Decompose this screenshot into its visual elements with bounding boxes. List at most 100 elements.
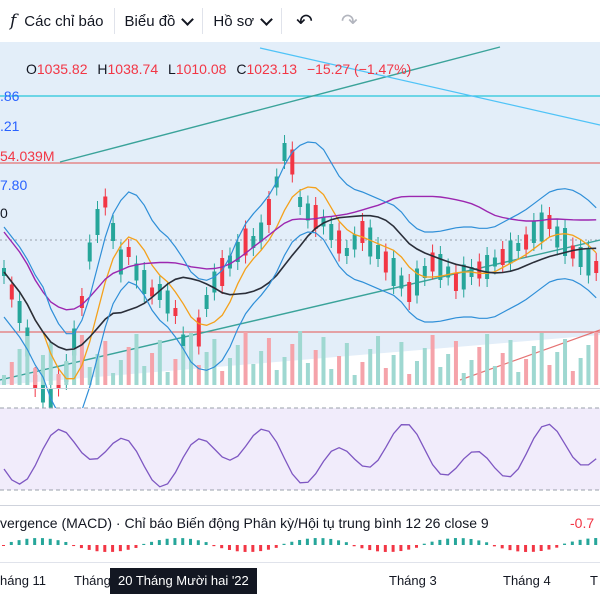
top-toolbar: f Các chỉ báo Biểu đồ Hồ sơ ↶ ↷ bbox=[0, 0, 600, 43]
time-axis[interactable]: háng 11 Tháng Tháng 3 Tháng 4 T 20 Tháng… bbox=[0, 562, 600, 601]
ma-line-purple bbox=[3, 195, 597, 311]
macd-histogram-bar bbox=[352, 545, 356, 547]
volume-bar bbox=[181, 346, 186, 385]
volume-bar bbox=[446, 354, 451, 385]
volume-bar bbox=[531, 346, 536, 385]
candle-body bbox=[235, 242, 240, 262]
volume-bar bbox=[259, 351, 264, 385]
candle-body bbox=[282, 143, 287, 161]
candle-body bbox=[321, 217, 326, 227]
volume-bar bbox=[461, 373, 466, 385]
macd-histogram-bar bbox=[196, 540, 200, 545]
candle-body bbox=[173, 308, 178, 316]
pane-separator[interactable] bbox=[0, 505, 600, 506]
time-label: háng 11 bbox=[0, 573, 47, 588]
macd-histogram-bar bbox=[547, 545, 551, 550]
candle-body bbox=[111, 223, 116, 241]
toolbar-divider bbox=[113, 8, 115, 34]
candle-body bbox=[87, 242, 92, 262]
volume-bar bbox=[266, 338, 271, 385]
macd-histogram-bar bbox=[95, 545, 99, 552]
macd-histogram-bar bbox=[298, 539, 302, 545]
macd-histogram-bar bbox=[337, 540, 341, 545]
macd-histogram-bar bbox=[492, 545, 496, 547]
chart-type-label: Biểu đồ bbox=[124, 12, 176, 30]
candle-body bbox=[516, 243, 521, 251]
candle-body bbox=[539, 212, 544, 242]
macd-histogram-bar bbox=[243, 545, 247, 552]
close-key: C bbox=[236, 61, 247, 77]
candle-body bbox=[220, 258, 225, 286]
macd-histogram-bar bbox=[72, 545, 76, 547]
macd-histogram-bar bbox=[157, 540, 161, 545]
profile-dropdown[interactable]: Hồ sơ bbox=[203, 0, 281, 42]
time-label: Tháng 3 bbox=[389, 573, 437, 588]
candle-body bbox=[290, 149, 295, 175]
macd-histogram-bar bbox=[40, 538, 44, 545]
volume-bar bbox=[79, 335, 84, 385]
macd-histogram-bar bbox=[524, 545, 528, 552]
ohlc-legend: O1035.82 H1038.74 L1010.08 C1023.13 −15.… bbox=[26, 61, 417, 77]
volume-bar bbox=[368, 349, 373, 385]
macd-histogram-bar bbox=[212, 545, 216, 547]
macd-histogram-bar bbox=[48, 538, 52, 545]
macd-histogram-bar bbox=[204, 542, 208, 545]
macd-histogram-bar bbox=[220, 545, 224, 549]
volume-bar bbox=[469, 360, 474, 385]
volume-bar bbox=[492, 366, 497, 385]
candle-body bbox=[391, 258, 396, 286]
candle-body bbox=[461, 264, 466, 290]
candle-body bbox=[204, 295, 209, 309]
volume-bar bbox=[189, 333, 194, 385]
macd-histogram-bar bbox=[391, 545, 395, 552]
time-label: Tháng bbox=[74, 573, 111, 588]
toolbar-divider bbox=[202, 8, 204, 34]
volume-bar bbox=[516, 372, 521, 385]
candle-body bbox=[243, 228, 248, 256]
chart-type-dropdown[interactable]: Biểu đồ bbox=[115, 0, 203, 42]
indicators-button[interactable]: f Các chỉ báo bbox=[0, 0, 114, 42]
volume-bar bbox=[500, 353, 505, 385]
macd-histogram-bar bbox=[290, 541, 294, 545]
candle-body bbox=[157, 284, 162, 300]
chart-canvas[interactable] bbox=[0, 42, 600, 562]
candle-body bbox=[337, 230, 342, 254]
macd-histogram-bar bbox=[2, 545, 5, 546]
volume-bar bbox=[313, 350, 318, 385]
volume-bar bbox=[48, 342, 53, 385]
high-key: H bbox=[97, 61, 108, 77]
profile-label: Hồ sơ bbox=[213, 12, 255, 30]
volume-bar bbox=[352, 375, 357, 385]
macd-histogram-bar bbox=[539, 545, 543, 551]
pane-separator[interactable] bbox=[0, 388, 600, 389]
axis-tag: 54.039M bbox=[0, 148, 55, 164]
volume-bar bbox=[64, 361, 69, 385]
volume-bar bbox=[337, 356, 342, 385]
macd-histogram-bar bbox=[508, 545, 512, 551]
rsi-line bbox=[3, 423, 597, 488]
volume-bar bbox=[563, 339, 568, 385]
macd-histogram-bar bbox=[469, 538, 473, 545]
price-chart[interactable] bbox=[0, 42, 600, 562]
volume-bar bbox=[25, 336, 30, 385]
volume-bar bbox=[33, 368, 38, 385]
candle-body bbox=[531, 221, 536, 243]
candle-body bbox=[430, 252, 435, 272]
undo-button[interactable]: ↶ bbox=[282, 0, 327, 42]
candle-body bbox=[298, 197, 303, 207]
volume-bar bbox=[111, 373, 116, 385]
trend-line bbox=[259, 47, 600, 126]
volume-bar bbox=[539, 333, 544, 385]
volume-bar bbox=[290, 344, 295, 385]
macd-histogram-bar bbox=[189, 538, 193, 545]
macd-histogram-bar bbox=[227, 545, 231, 550]
volume-bar bbox=[477, 347, 482, 385]
volume-bar bbox=[274, 370, 279, 385]
trend-line bbox=[59, 46, 501, 163]
bollinger-upper bbox=[3, 141, 597, 335]
macd-histogram-bar bbox=[142, 543, 146, 545]
candle-body bbox=[150, 287, 155, 297]
macd-histogram-bar bbox=[578, 539, 582, 545]
macd-histogram-bar bbox=[461, 538, 465, 545]
redo-button[interactable]: ↷ bbox=[327, 0, 372, 42]
